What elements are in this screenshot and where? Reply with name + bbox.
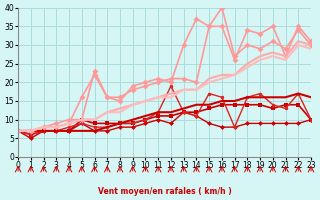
X-axis label: Vent moyen/en rafales ( km/h ): Vent moyen/en rafales ( km/h ) <box>98 187 231 196</box>
